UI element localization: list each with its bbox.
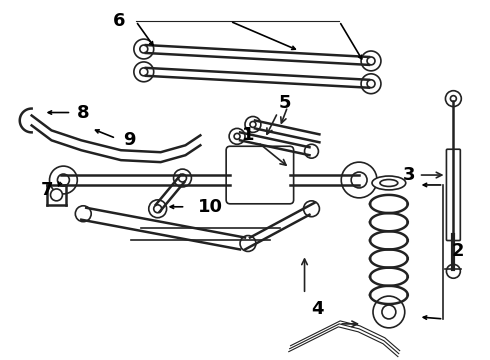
Circle shape [341,162,377,198]
Ellipse shape [380,180,398,186]
Circle shape [361,74,381,94]
Circle shape [351,172,367,188]
Circle shape [445,91,461,107]
Text: 6: 6 [113,12,125,30]
Text: 1: 1 [242,126,254,144]
Circle shape [367,80,375,88]
Circle shape [234,133,240,139]
Circle shape [178,174,187,182]
Circle shape [229,129,245,144]
Circle shape [75,206,91,222]
Circle shape [373,296,405,328]
Circle shape [305,144,318,158]
Circle shape [49,166,77,194]
Text: 4: 4 [311,300,324,318]
Circle shape [250,121,256,127]
Text: 7: 7 [40,181,53,199]
Circle shape [154,205,162,213]
Circle shape [367,57,375,65]
Circle shape [134,62,154,82]
Circle shape [382,305,396,319]
Text: 9: 9 [122,131,135,149]
Text: 2: 2 [452,242,465,260]
Circle shape [450,96,456,102]
Ellipse shape [372,176,406,190]
Circle shape [149,200,167,218]
Circle shape [303,201,319,217]
FancyBboxPatch shape [226,146,294,204]
Circle shape [361,51,381,71]
Text: 5: 5 [278,94,291,112]
Circle shape [140,68,148,76]
Text: 3: 3 [402,166,415,184]
Circle shape [140,45,148,53]
FancyBboxPatch shape [446,149,460,240]
Circle shape [173,169,192,187]
Circle shape [240,235,256,251]
Text: 8: 8 [77,104,90,122]
Circle shape [134,39,154,59]
Text: 10: 10 [198,198,223,216]
Circle shape [446,264,460,278]
Circle shape [50,189,62,201]
Circle shape [57,174,70,186]
Circle shape [245,117,261,132]
